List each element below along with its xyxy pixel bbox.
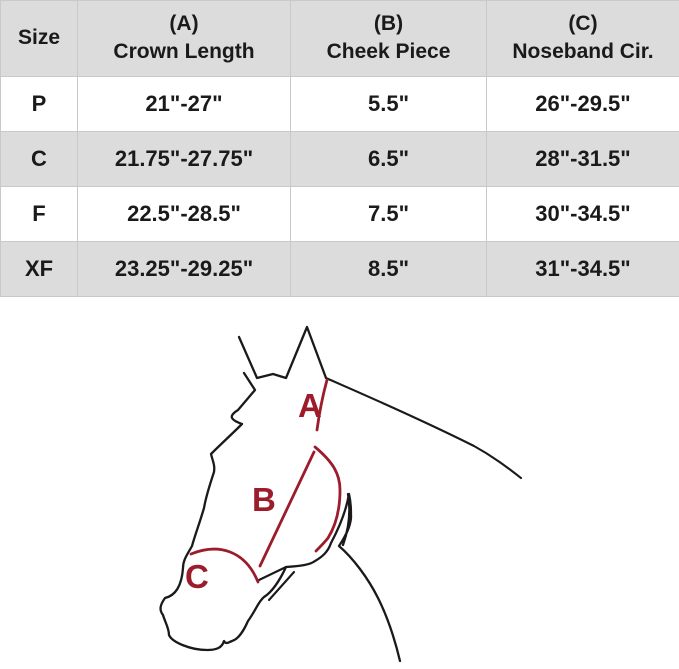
svg-text:C: C	[185, 558, 209, 595]
svg-text:B: B	[252, 481, 276, 518]
svg-text:A: A	[298, 387, 322, 424]
